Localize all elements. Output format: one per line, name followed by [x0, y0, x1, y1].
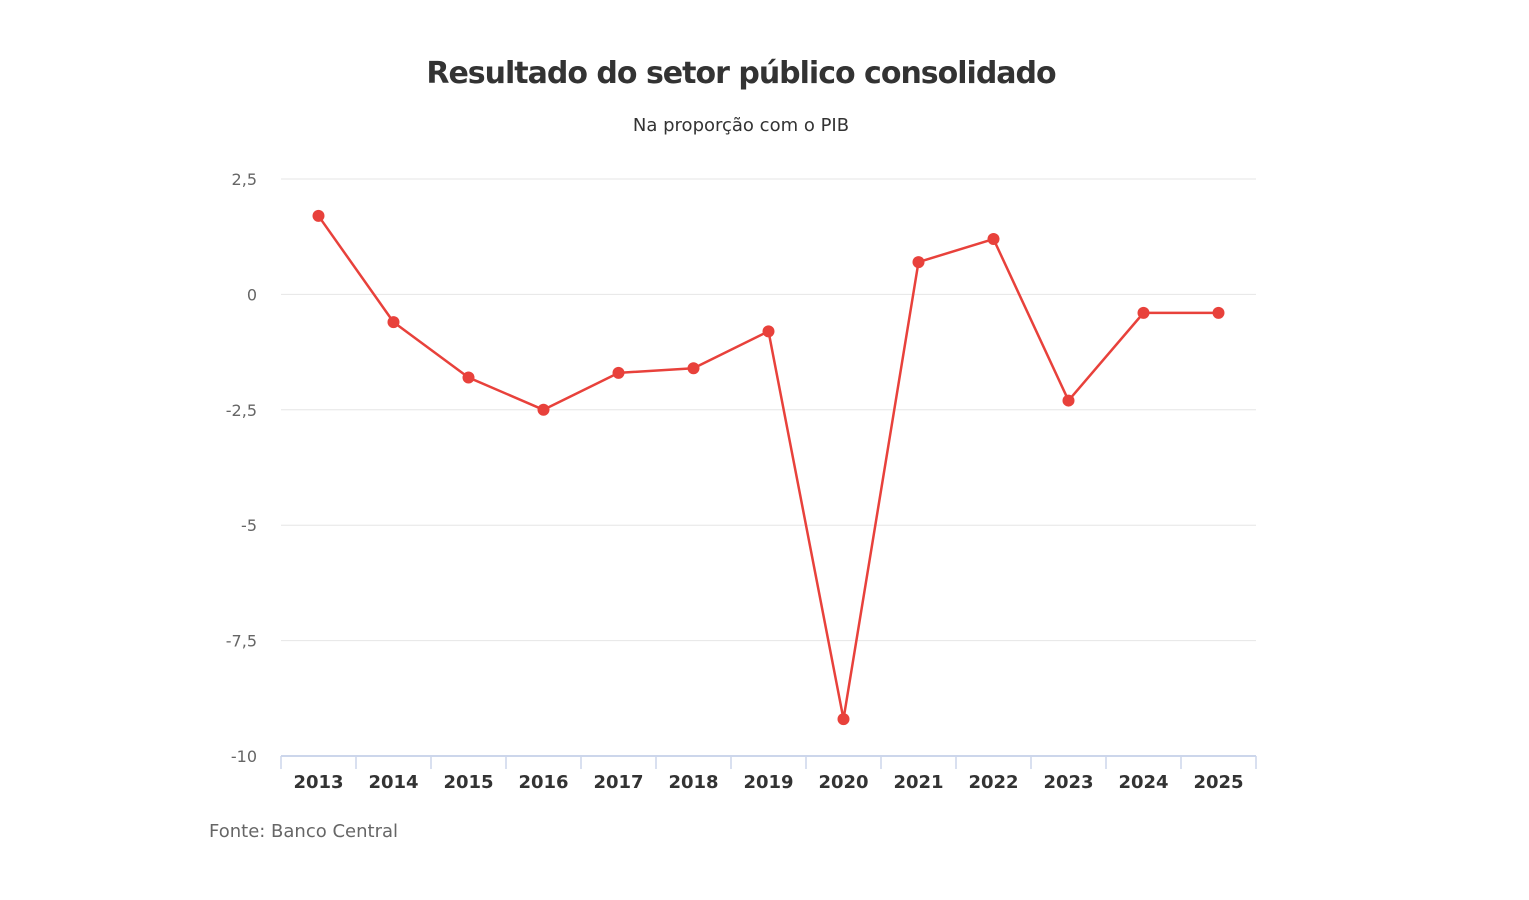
series-line	[317, 215, 1219, 721]
data-point-2014	[387, 316, 400, 329]
x-tick-label: 2020	[818, 772, 868, 793]
y-tick-label: -7,5	[226, 632, 257, 651]
chart-subtitle: Na proporção com o PIB	[632, 115, 850, 136]
data-point-2017	[612, 366, 625, 379]
x-tick-label: 2022	[968, 772, 1018, 793]
x-tick-label: 2024	[1118, 772, 1168, 793]
x-tick-label: 2015	[443, 772, 493, 793]
chart-title: Resultado do setor público consolidado	[426, 56, 1056, 91]
x-tick-label: 2017	[593, 772, 643, 793]
x-tick-label: 2018	[668, 772, 718, 793]
x-tick-label: 2013	[293, 772, 343, 793]
x-tick-label: 2016	[518, 772, 568, 793]
data-point-2018	[687, 362, 700, 375]
data-point-2020	[837, 713, 850, 726]
y-tick-label: 0	[247, 285, 257, 304]
data-point-2019	[762, 325, 775, 338]
data-point-2021	[912, 256, 925, 269]
data-point-2016	[537, 403, 550, 416]
data-point-2025	[1212, 306, 1225, 319]
data-point-2022	[987, 233, 1000, 246]
data-point-2015	[462, 371, 475, 384]
x-tick-label: 2019	[743, 772, 793, 793]
x-tick-label: 2014	[368, 772, 418, 793]
source-note: Fonte: Banco Central	[209, 821, 399, 842]
data-point-2023	[1062, 394, 1075, 407]
x-tick-label: 2025	[1193, 772, 1243, 793]
y-tick-label: 2,5	[232, 170, 257, 189]
data-point-2013	[312, 209, 325, 222]
y-tick-label: -2,5	[226, 401, 257, 420]
data-point-2024	[1137, 306, 1150, 319]
y-tick-label: -10	[231, 747, 257, 766]
y-tick-label: -5	[241, 516, 257, 535]
x-tick-label: 2023	[1043, 772, 1093, 793]
x-tick-label: 2021	[893, 772, 943, 793]
